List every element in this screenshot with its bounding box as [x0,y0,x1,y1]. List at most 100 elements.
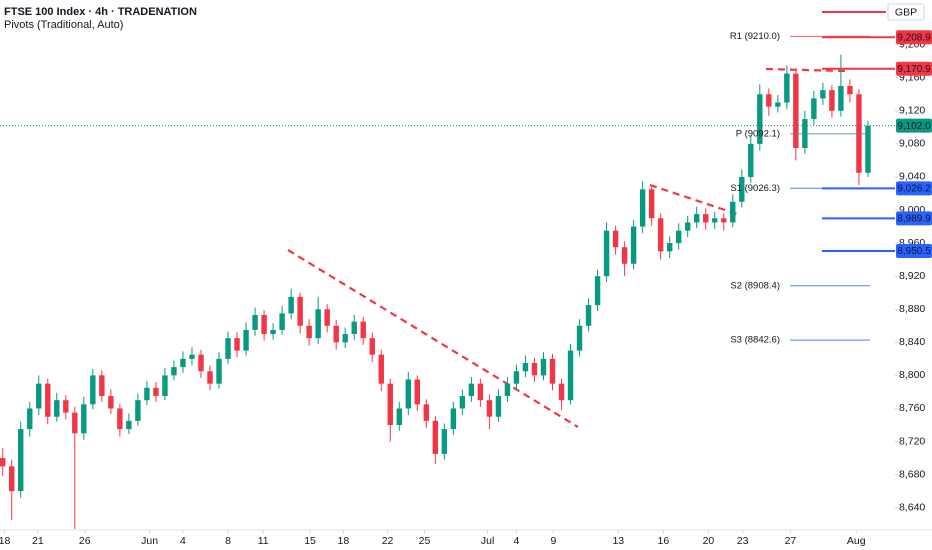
candle-body [342,334,348,343]
x-tick-label: 23 [737,535,749,547]
candle-body [477,383,484,401]
candle-body [558,383,565,401]
candle-body [261,315,267,335]
candle-body [216,358,222,384]
candle-body [153,387,159,397]
x-tick-label: 16 [658,535,670,547]
candle-body [820,90,826,99]
candle-body [189,354,195,359]
candle-body [666,243,673,252]
candle-body [657,218,664,252]
pivot-label: S3 (8842.6) [730,335,780,346]
x-tick-label: 13 [612,535,624,547]
candle-body [576,325,583,351]
y-tick-label: 8,800 [899,369,925,381]
candle-body [757,94,763,144]
candle-body [225,338,231,359]
candle-body [414,379,421,405]
x-tick-label: 21 [32,535,44,547]
candle-body [766,94,772,107]
candle-body [63,400,69,413]
x-tick-label: 4 [180,535,186,547]
candle-body [27,408,33,430]
candle-body [324,309,330,326]
candle-body [333,325,339,343]
x-tick-label: Jun [141,535,158,547]
candle-body [549,358,556,384]
price-tag-label: 9,102.0 [897,121,931,132]
candle-body [126,420,132,430]
candle-body [162,375,168,397]
candle-body [0,458,6,467]
trendline [765,67,846,73]
price-tag-label: 8,950.5 [897,246,931,257]
price-tag-label: 9,208.9 [897,32,931,43]
candle-body [18,429,24,492]
candle-body [495,396,502,417]
candle-body [207,371,213,384]
price-tag-label: 9,170.9 [897,64,931,75]
pivot-label: S1 (9026.3) [730,183,780,194]
candle-body [315,309,321,339]
candle-body [270,329,276,335]
y-tick-label: 8,680 [899,468,925,480]
candle-body [594,276,601,306]
candle-body [81,404,87,434]
candle-body [739,176,745,202]
chart-title: FTSE 100 Index · 4h · TRADENATION [4,6,197,18]
candle-body [378,354,384,384]
candle-body [171,367,177,376]
candle-body [540,358,547,376]
y-tick-label: 8,920 [899,270,925,282]
x-tick-label: 27 [785,535,797,547]
candle-body [811,98,817,120]
x-tick-label: 26 [79,535,91,547]
y-tick-label: 9,120 [899,105,925,117]
price-tag-label: 8,989.9 [897,214,931,225]
candle-body [748,143,754,177]
candle-body [639,189,646,227]
candle-body [441,429,448,454]
candle-body [504,383,511,397]
candle-body [396,408,402,425]
trendline [287,249,579,428]
candle-body [513,371,520,384]
candle-body [99,375,105,397]
x-tick-label: 11 [258,535,269,547]
candle-body [450,408,457,430]
candle-body [793,73,799,149]
candle-body [703,214,709,223]
candle-body [721,218,727,223]
pivot-label: S2 (8908.4) [730,280,780,291]
x-tick-label: 9 [550,535,556,547]
candle-body [730,201,736,223]
candle-body [198,354,204,372]
x-tick-label: 25 [419,535,431,547]
price-tag [896,61,932,76]
trendline [649,183,741,217]
candle-body [684,222,691,231]
candle-body [117,408,123,430]
candle-body [252,315,258,330]
candle-body [459,396,466,409]
candle-body [279,313,285,330]
candle-body [432,420,439,454]
x-tick-label: 18 [0,535,11,547]
price-tag [896,30,932,45]
candle-body [486,400,493,417]
candle-body [838,85,844,111]
candle-body [9,466,15,492]
candle-body [612,230,619,248]
x-tick-label: 20 [703,535,715,547]
price-tag [896,118,932,133]
pivot-label: P (9092.1) [736,128,780,139]
candle-body [405,379,411,409]
candle-body [585,305,592,326]
candle-body [369,338,375,355]
candle-body [306,325,312,339]
currency: GBP [895,6,917,18]
candle-body [603,230,610,277]
price-tag-label: 9,026.2 [897,183,931,194]
candle-body [648,189,655,219]
candle-body [522,362,529,372]
